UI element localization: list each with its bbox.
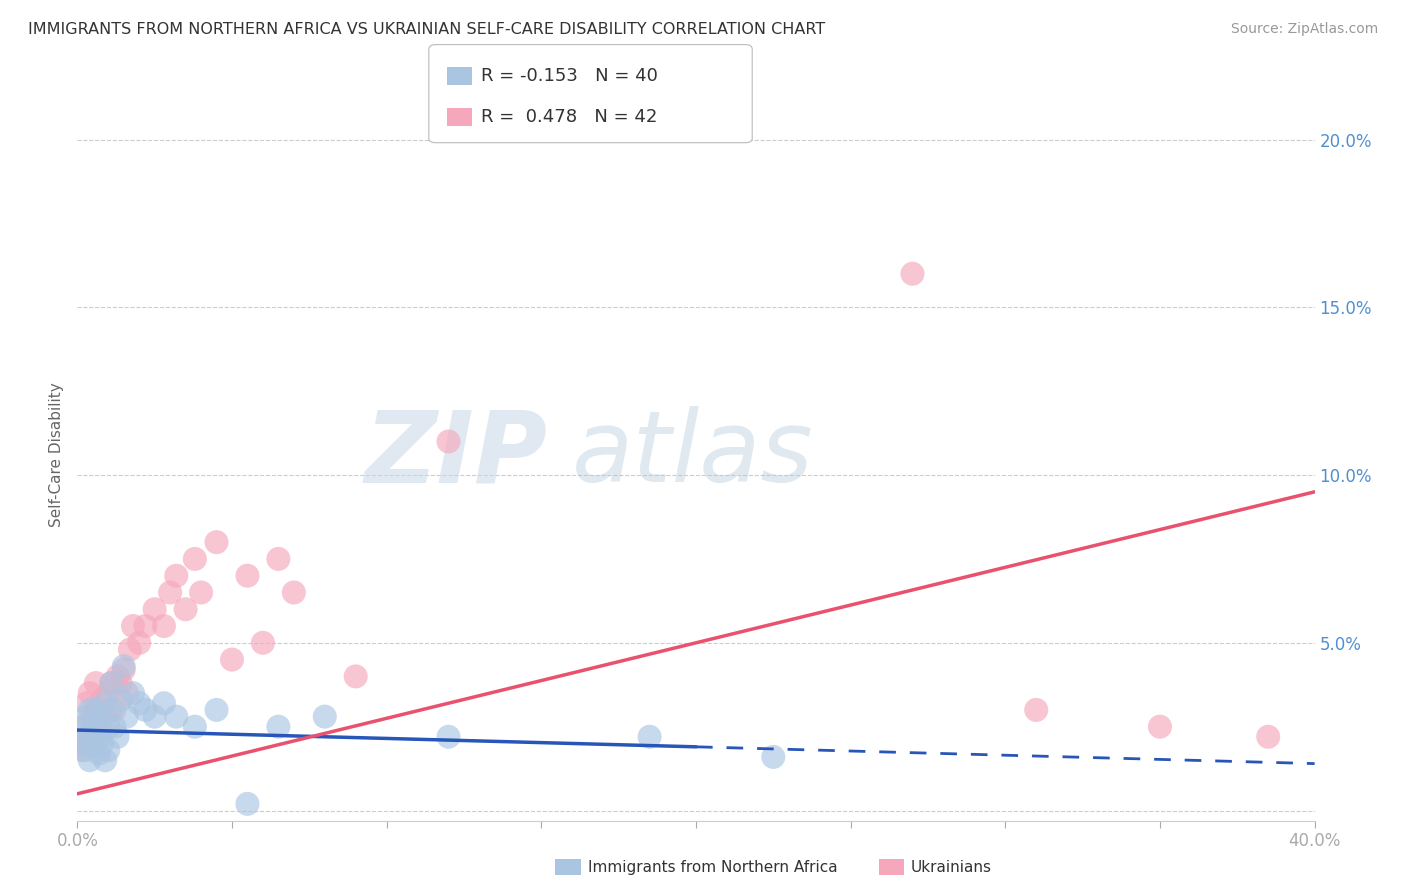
- Point: [87, 747, 110, 761]
- Point: [1257, 730, 1279, 744]
- Point: [91, 693, 114, 707]
- Point: [143, 602, 166, 616]
- Point: [100, 676, 122, 690]
- Point: [112, 659, 135, 673]
- Point: [122, 619, 145, 633]
- Text: Immigrants from Northern Africa: Immigrants from Northern Africa: [588, 860, 838, 874]
- Point: [437, 434, 460, 449]
- Point: [122, 686, 145, 700]
- Point: [252, 636, 274, 650]
- Point: [134, 703, 156, 717]
- Point: [100, 703, 122, 717]
- Point: [100, 676, 122, 690]
- Point: [128, 696, 150, 710]
- Point: [72, 720, 94, 734]
- Point: [115, 709, 138, 723]
- Point: [267, 720, 290, 734]
- Point: [134, 619, 156, 633]
- Point: [76, 709, 98, 723]
- Point: [72, 720, 94, 734]
- Point: [190, 585, 212, 599]
- Text: Ukrainians: Ukrainians: [911, 860, 993, 874]
- Point: [1025, 703, 1047, 717]
- Point: [84, 726, 107, 740]
- Point: [1149, 720, 1171, 734]
- Point: [236, 568, 259, 582]
- Point: [97, 686, 120, 700]
- Point: [221, 652, 243, 666]
- Point: [87, 720, 110, 734]
- Y-axis label: Self-Care Disability: Self-Care Disability: [49, 383, 65, 527]
- Point: [91, 736, 114, 750]
- Point: [107, 730, 129, 744]
- Point: [94, 753, 117, 767]
- Point: [94, 709, 117, 723]
- Point: [72, 743, 94, 757]
- Point: [236, 797, 259, 811]
- Point: [165, 568, 187, 582]
- Point: [107, 669, 129, 683]
- Point: [79, 686, 101, 700]
- Point: [87, 703, 110, 717]
- Point: [79, 730, 101, 744]
- Text: atlas: atlas: [572, 407, 814, 503]
- Point: [84, 676, 107, 690]
- Point: [69, 736, 91, 750]
- Point: [174, 602, 197, 616]
- Point: [94, 696, 117, 710]
- Point: [97, 720, 120, 734]
- Point: [159, 585, 181, 599]
- Point: [72, 743, 94, 757]
- Point: [69, 736, 91, 750]
- Point: [143, 709, 166, 723]
- Point: [344, 669, 367, 683]
- Point: [79, 753, 101, 767]
- Point: [184, 720, 207, 734]
- Point: [82, 720, 104, 734]
- Point: [82, 709, 104, 723]
- Point: [115, 686, 138, 700]
- Point: [103, 703, 125, 717]
- Point: [103, 720, 125, 734]
- Text: ZIP: ZIP: [364, 407, 547, 503]
- Text: R =  0.478   N = 42: R = 0.478 N = 42: [481, 108, 657, 126]
- Point: [901, 267, 924, 281]
- Point: [153, 619, 176, 633]
- Text: Source: ZipAtlas.com: Source: ZipAtlas.com: [1230, 22, 1378, 37]
- Point: [91, 709, 114, 723]
- Point: [762, 750, 785, 764]
- Point: [128, 636, 150, 650]
- Point: [110, 676, 132, 690]
- Point: [76, 730, 98, 744]
- Point: [79, 703, 101, 717]
- Point: [184, 552, 207, 566]
- Point: [314, 709, 336, 723]
- Point: [437, 730, 460, 744]
- Point: [118, 642, 141, 657]
- Text: R = -0.153   N = 40: R = -0.153 N = 40: [481, 67, 658, 85]
- Point: [283, 585, 305, 599]
- Point: [165, 709, 187, 723]
- Point: [153, 696, 176, 710]
- Point: [205, 703, 228, 717]
- Point: [638, 730, 661, 744]
- Point: [205, 535, 228, 549]
- Text: IMMIGRANTS FROM NORTHERN AFRICA VS UKRAINIAN SELF-CARE DISABILITY CORRELATION CH: IMMIGRANTS FROM NORTHERN AFRICA VS UKRAI…: [28, 22, 825, 37]
- Point: [82, 739, 104, 754]
- Point: [84, 703, 107, 717]
- Point: [267, 552, 290, 566]
- Point: [112, 663, 135, 677]
- Point: [87, 730, 110, 744]
- Point: [110, 693, 132, 707]
- Point: [97, 743, 120, 757]
- Point: [76, 696, 98, 710]
